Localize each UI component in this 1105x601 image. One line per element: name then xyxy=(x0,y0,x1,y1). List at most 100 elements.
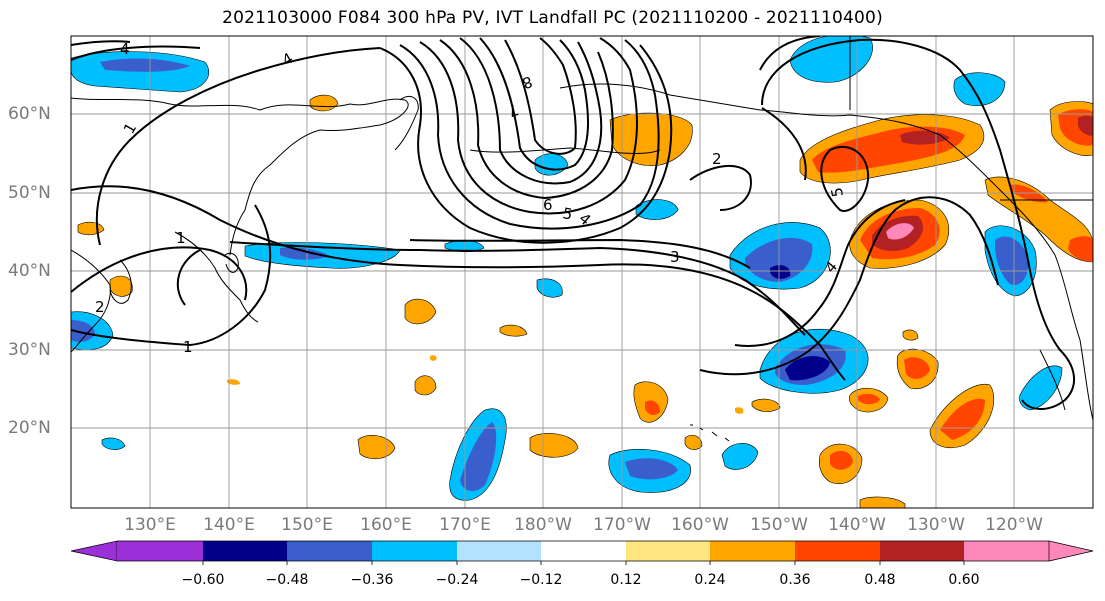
pv-contour xyxy=(761,38,1075,410)
negative-anomaly xyxy=(1019,365,1063,411)
ivt-anomaly-shading xyxy=(71,36,1093,508)
china-coast xyxy=(71,249,111,353)
pv-contour xyxy=(734,199,906,347)
pv-contour xyxy=(409,238,751,269)
korea xyxy=(109,259,132,304)
negative-anomaly xyxy=(995,236,1029,285)
pv-contour xyxy=(176,249,201,306)
pv-contour xyxy=(459,37,603,185)
pv-contour xyxy=(820,145,870,212)
colorbar-bin xyxy=(372,541,457,561)
colorbar-bin xyxy=(964,541,1049,561)
lon-label: 160°W xyxy=(671,515,729,535)
contour-label: 3 xyxy=(670,248,680,266)
aleutians xyxy=(469,147,661,154)
positive-anomaly xyxy=(430,355,437,361)
lon-label: 150°E xyxy=(281,515,333,535)
positive-anomaly xyxy=(1068,236,1093,262)
positive-anomaly xyxy=(227,379,240,385)
positive-anomaly xyxy=(109,275,133,297)
pv-contour xyxy=(229,241,806,336)
colorbar-tick-label: −0.12 xyxy=(519,572,563,588)
colorbar-tick-label: −0.36 xyxy=(350,572,394,588)
positive-anomaly xyxy=(751,398,781,412)
pv-contour xyxy=(439,39,614,200)
map-title: 2021103000 F084 300 hPa PV, IVT Landfall… xyxy=(222,8,883,28)
colorbar-tick-label: −0.48 xyxy=(265,572,309,588)
colorbar-bin xyxy=(626,541,710,561)
contour-label: 1 xyxy=(183,338,193,356)
hawaii xyxy=(690,424,730,442)
colorbar-tick-label: −0.24 xyxy=(435,572,479,588)
pv-contour xyxy=(71,204,272,347)
colorbar-bin xyxy=(880,541,964,561)
contour-label: 1 xyxy=(176,229,186,247)
lon-label: 130°E xyxy=(124,515,176,535)
colorbar xyxy=(70,540,1094,565)
positive-anomaly xyxy=(404,298,437,325)
lon-label: 160°E xyxy=(360,515,412,535)
asia-coast xyxy=(71,97,409,256)
positive-anomaly xyxy=(886,223,914,240)
coastlines xyxy=(71,36,1093,442)
pv-contour xyxy=(699,196,999,376)
positive-anomaly xyxy=(684,434,703,450)
pv-contour xyxy=(759,36,821,71)
alaska-coast xyxy=(559,83,1093,421)
colorbar-extend-right xyxy=(1048,540,1094,562)
negative-anomaly xyxy=(770,265,791,279)
negative-anomaly xyxy=(785,356,830,381)
lon-label: 150°W xyxy=(750,515,808,535)
pv-contour xyxy=(95,47,381,246)
pv-contour xyxy=(71,40,131,46)
pv-contour xyxy=(761,107,807,181)
colorbar-tick-label: 0.48 xyxy=(864,572,896,588)
negative-anomaly xyxy=(460,422,497,492)
positive-anomaly xyxy=(858,393,880,405)
positive-anomaly xyxy=(904,357,930,379)
colorbar-bin xyxy=(203,541,287,561)
lon-label: 120°W xyxy=(985,515,1043,535)
baja xyxy=(1039,349,1066,411)
lat-label: 20°N xyxy=(8,418,51,438)
contour-label: 2 xyxy=(95,298,105,316)
lat-label: 40°N xyxy=(8,261,51,281)
contour-label: 5 xyxy=(828,186,847,199)
negative-anomaly xyxy=(721,443,759,470)
negative-anomaly xyxy=(625,458,678,480)
positive-anomaly xyxy=(645,400,660,415)
lat-label: 60°N xyxy=(8,104,51,124)
lat-label: 30°N xyxy=(8,340,51,360)
negative-anomaly xyxy=(100,58,190,72)
colorbar-bin xyxy=(117,541,203,561)
colorbar-bin xyxy=(710,541,795,561)
positive-anomaly xyxy=(859,496,906,508)
contour-label: 4 xyxy=(120,40,130,58)
negative-anomaly xyxy=(101,437,126,450)
pv-contour xyxy=(71,246,248,301)
pv-contours xyxy=(71,36,1075,410)
pv-contour xyxy=(379,44,673,244)
contour-label: 2 xyxy=(712,150,722,168)
colorbar-bin xyxy=(457,541,541,561)
colorbar-bin xyxy=(795,541,880,561)
positive-anomaly xyxy=(529,433,579,458)
colorbar-tick-label: 0.36 xyxy=(779,572,811,588)
colorbar-bin xyxy=(541,541,626,561)
lat-label: 50°N xyxy=(8,183,51,203)
pv-contour xyxy=(479,37,589,171)
pv-contour xyxy=(399,39,660,230)
pv-contour xyxy=(689,164,752,211)
contour-label: 6 xyxy=(543,196,553,214)
lon-label: 170°E xyxy=(439,515,491,535)
colorbar-extend-left xyxy=(70,540,118,562)
kamchatka xyxy=(394,95,419,151)
pv-contour xyxy=(419,37,638,215)
lon-label: 140°W xyxy=(828,515,886,535)
negative-anomaly xyxy=(71,320,95,342)
negative-anomaly xyxy=(280,247,330,260)
lon-label: 180°W xyxy=(514,515,572,535)
colorbar-tick-label: −0.60 xyxy=(181,572,225,588)
positive-anomaly xyxy=(1078,115,1093,136)
